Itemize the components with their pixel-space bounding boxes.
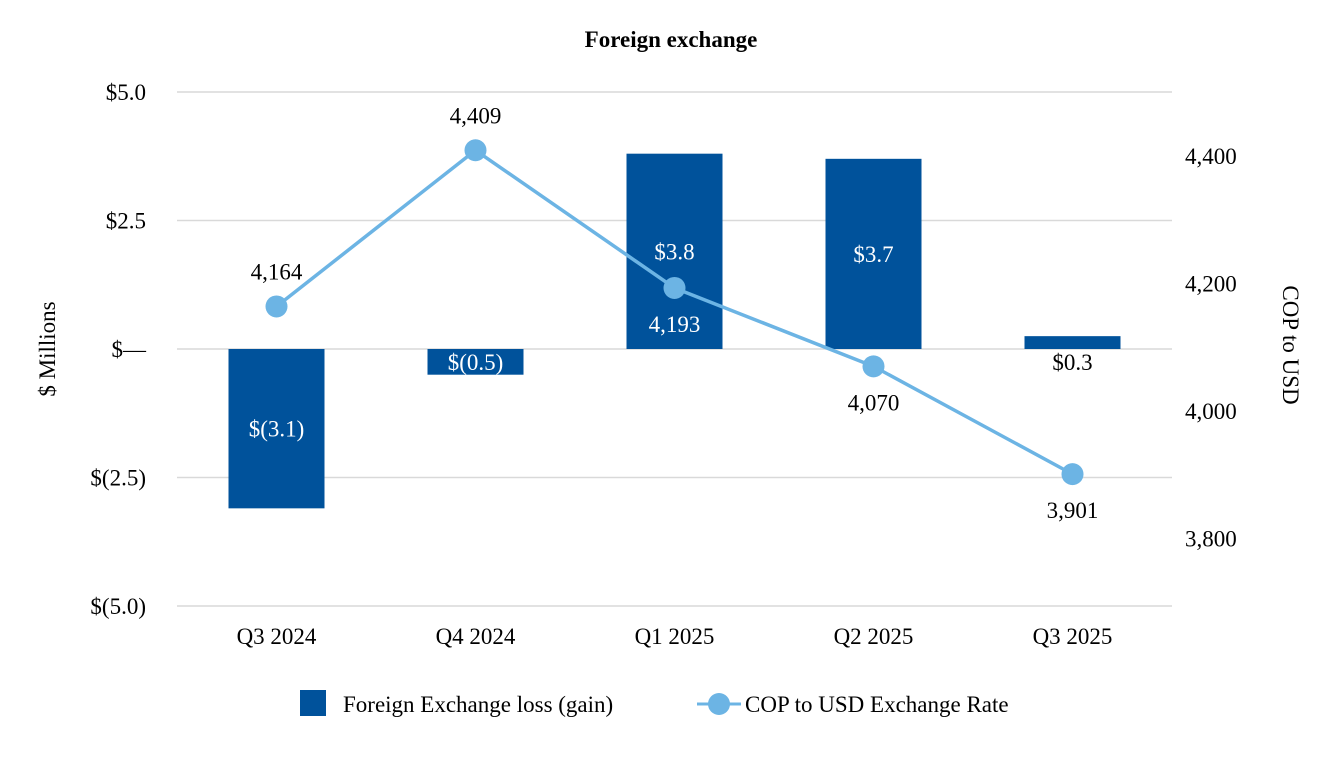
chart-title: Foreign exchange (585, 27, 758, 52)
bar-data-label: $3.8 (654, 239, 694, 264)
x-tick-label: Q2 2025 (834, 624, 914, 649)
line-marker (464, 139, 487, 162)
line-data-label: 4,164 (251, 259, 303, 284)
y2-tick-label: 4,200 (1185, 272, 1237, 297)
bar (626, 153, 723, 349)
bar (825, 158, 922, 349)
bar (427, 349, 524, 375)
y-tick-label: $— (112, 337, 148, 362)
bar-data-label: $3.7 (853, 242, 893, 267)
line-series (265, 139, 1084, 486)
bar (228, 349, 325, 509)
x-tick-label: Q3 2025 (1033, 624, 1113, 649)
legend: Foreign Exchange loss (gain) COP to USD … (300, 690, 1009, 717)
line-marker (265, 295, 288, 318)
y2-axis-title: COP to USD (1278, 285, 1303, 404)
bar-data-label: $0.3 (1052, 350, 1092, 375)
legend-bar-swatch (300, 690, 326, 716)
legend-line-label: COP to USD Exchange Rate (745, 692, 1009, 717)
bar (1024, 336, 1121, 349)
y2-tick-label: 4,000 (1185, 399, 1237, 424)
line-data-label: 3,901 (1047, 498, 1099, 523)
y2-tick-label: 3,800 (1185, 527, 1237, 552)
line-data-label: 4,193 (649, 312, 701, 337)
line-marker (862, 355, 885, 378)
x-tick-label: Q1 2025 (635, 624, 715, 649)
bar-series (228, 153, 1121, 509)
bar-data-label: $(0.5) (448, 350, 504, 375)
y-tick-label: $(2.5) (90, 466, 146, 491)
x-tick-label: Q4 2024 (436, 624, 516, 649)
y-tick-label: $2.5 (106, 209, 146, 234)
line-data-label: 4,409 (450, 103, 502, 128)
bar-data-label: $(3.1) (249, 417, 305, 442)
x-tick-label: Q3 2024 (237, 624, 317, 649)
y2-tick-label: 4,400 (1185, 144, 1237, 169)
data-labels: $(3.1) $(0.5) $3.8 $3.7 $0.3 4,164 4,409 4,193 4… (249, 103, 1099, 523)
line-data-label: 4,070 (848, 390, 900, 415)
y-axis-title: $ Millions (35, 301, 60, 396)
line-marker (1061, 463, 1084, 486)
y-tick-label: $5.0 (106, 80, 146, 105)
axes: $5.0 $2.5 $— $(2.5) $(5.0) 4,400 4,200 4,000 3,8… (90, 80, 1236, 649)
legend-line-marker (708, 693, 730, 715)
legend-bar-label: Foreign Exchange loss (gain) (343, 692, 613, 717)
y-tick-label: $(5.0) (90, 594, 146, 619)
line-marker (663, 276, 686, 299)
